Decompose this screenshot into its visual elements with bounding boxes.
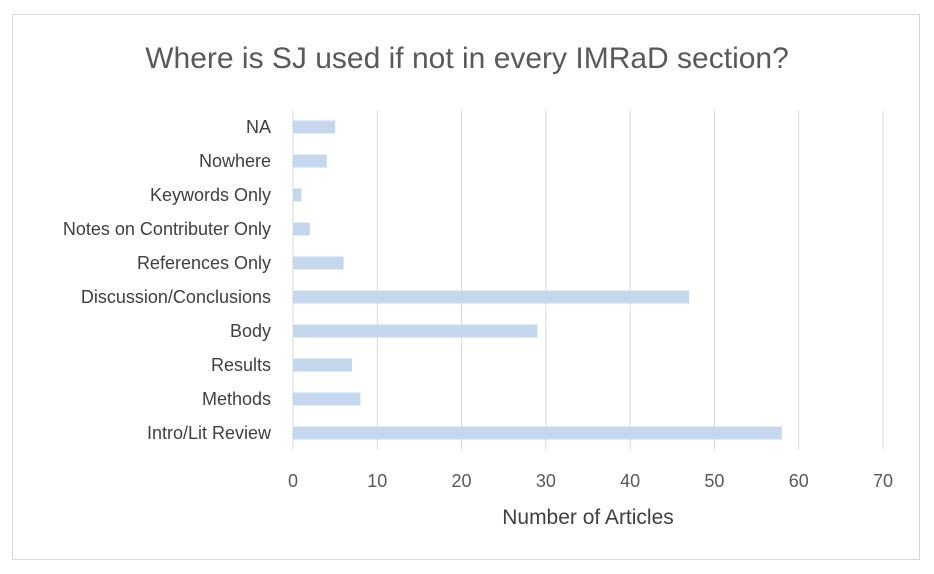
category-label: Results bbox=[211, 355, 271, 375]
bar bbox=[293, 188, 302, 202]
x-axis-title: Number of Articles bbox=[502, 506, 674, 529]
bar bbox=[293, 154, 327, 168]
x-tick-label: 50 bbox=[704, 471, 724, 491]
bar bbox=[293, 120, 336, 134]
x-tick-label: 40 bbox=[620, 471, 640, 491]
category-label: References Only bbox=[137, 253, 271, 273]
bar bbox=[293, 222, 310, 236]
chart-frame bbox=[12, 14, 920, 560]
x-tick-labels: 0 10 20 30 40 50 60 70 bbox=[288, 471, 893, 491]
x-tick-label: 0 bbox=[288, 471, 298, 491]
bar bbox=[293, 256, 344, 270]
bar bbox=[293, 290, 690, 304]
x-tick-label: 70 bbox=[873, 471, 893, 491]
x-tick-label: 10 bbox=[367, 471, 387, 491]
category-label: Discussion/Conclusions bbox=[81, 287, 271, 307]
x-tick-label: 30 bbox=[536, 471, 556, 491]
gridlines bbox=[292, 110, 884, 450]
category-label: Methods bbox=[202, 389, 271, 409]
category-label: Notes on Contributer Only bbox=[63, 219, 271, 239]
bar bbox=[293, 358, 352, 372]
category-label: Keywords Only bbox=[150, 185, 271, 205]
bar bbox=[293, 426, 782, 440]
category-label: Intro/Lit Review bbox=[147, 423, 272, 443]
bar bbox=[293, 324, 538, 338]
chart-title: Where is SJ used if not in every IMRaD s… bbox=[145, 42, 789, 75]
category-label: Body bbox=[230, 321, 271, 341]
category-label: Nowhere bbox=[199, 151, 271, 171]
x-tick-label: 60 bbox=[789, 471, 809, 491]
category-labels: NA Nowhere Keywords Only Notes on Contribut… bbox=[63, 117, 272, 443]
bar bbox=[293, 392, 361, 406]
x-tick-label: 20 bbox=[452, 471, 472, 491]
bars bbox=[293, 120, 782, 440]
category-label: NA bbox=[246, 117, 271, 137]
